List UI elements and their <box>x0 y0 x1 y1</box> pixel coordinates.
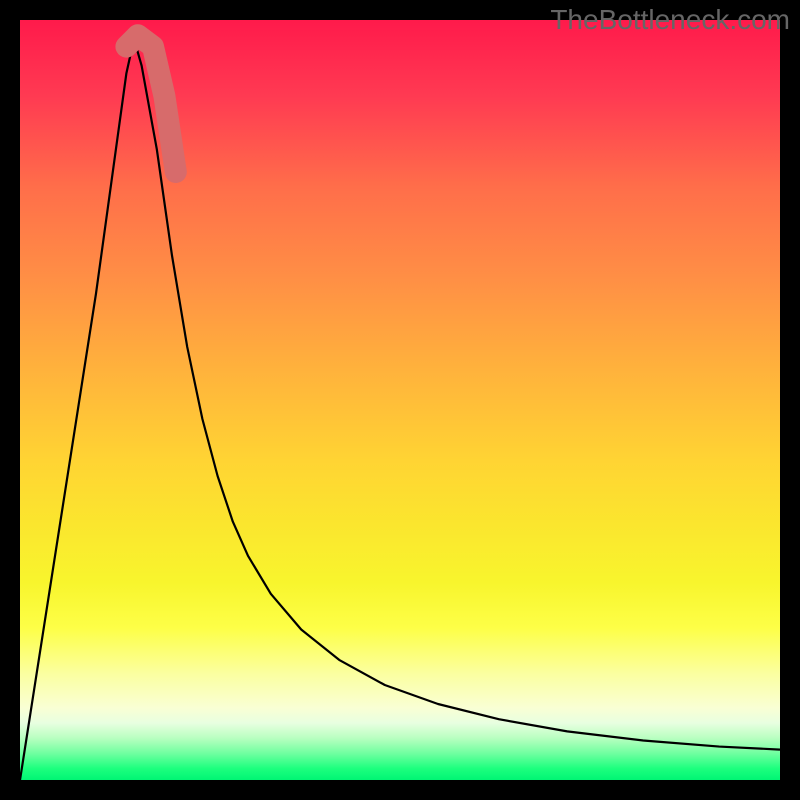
bottleneck-chart <box>0 0 800 800</box>
gradient-background <box>20 20 780 780</box>
watermark-text: TheBottleneck.com <box>550 4 790 36</box>
chart-container: TheBottleneck.com <box>0 0 800 800</box>
